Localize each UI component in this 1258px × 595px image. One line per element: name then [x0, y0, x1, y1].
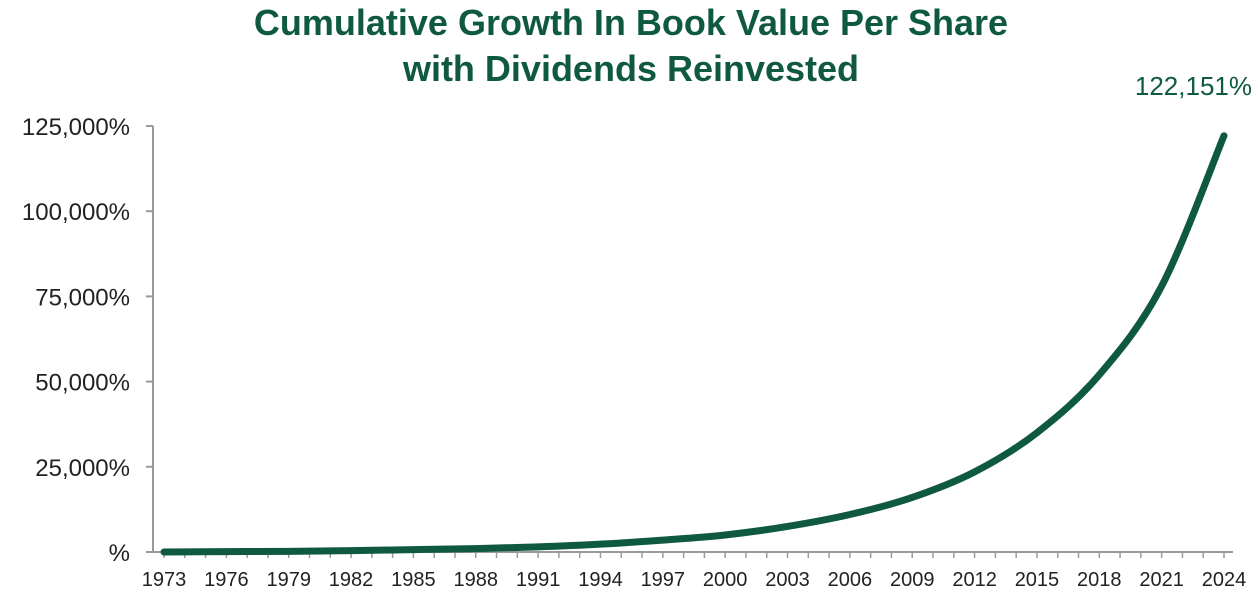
- x-tick-label: 2009: [890, 569, 935, 591]
- x-tick-label: 2003: [765, 569, 810, 591]
- y-tick-label: 75,000%: [35, 284, 130, 311]
- x-tick-label: 2000: [703, 569, 748, 591]
- x-tick-label: 2015: [1015, 569, 1060, 591]
- chart-title-line1: Cumulative Growth In Book Value Per Shar…: [253, 2, 1009, 43]
- x-tick-label: 2024: [1202, 569, 1247, 591]
- y-tick-label: 100,000%: [22, 199, 130, 226]
- x-tick-label: 1991: [516, 569, 561, 591]
- x-tick-label: 2012: [952, 569, 997, 591]
- x-tick-label: 1976: [204, 569, 249, 591]
- y-tick-label: 125,000%: [22, 114, 130, 141]
- y-tick-label: %: [109, 540, 130, 567]
- x-tick-label: 1988: [454, 569, 499, 591]
- x-tick-label: 1979: [266, 569, 311, 591]
- x-tick-label: 2018: [1077, 569, 1122, 591]
- x-tick-label: 1973: [142, 569, 187, 591]
- x-tick-label: 2006: [828, 569, 873, 591]
- y-tick-label: 50,000%: [35, 370, 130, 397]
- series-line: [160, 132, 1228, 556]
- x-tick-label: 1997: [641, 569, 686, 591]
- x-tick-label: 1994: [578, 569, 623, 591]
- x-tick-label: 2021: [1139, 569, 1184, 591]
- chart-title-line2: with Dividends Reinvested: [402, 48, 860, 89]
- x-tick-label: 1985: [391, 569, 436, 591]
- y-tick-label: 25,000%: [35, 455, 130, 482]
- x-tick-label: 1982: [329, 569, 374, 591]
- end-value-label: 122,151%: [1135, 71, 1252, 101]
